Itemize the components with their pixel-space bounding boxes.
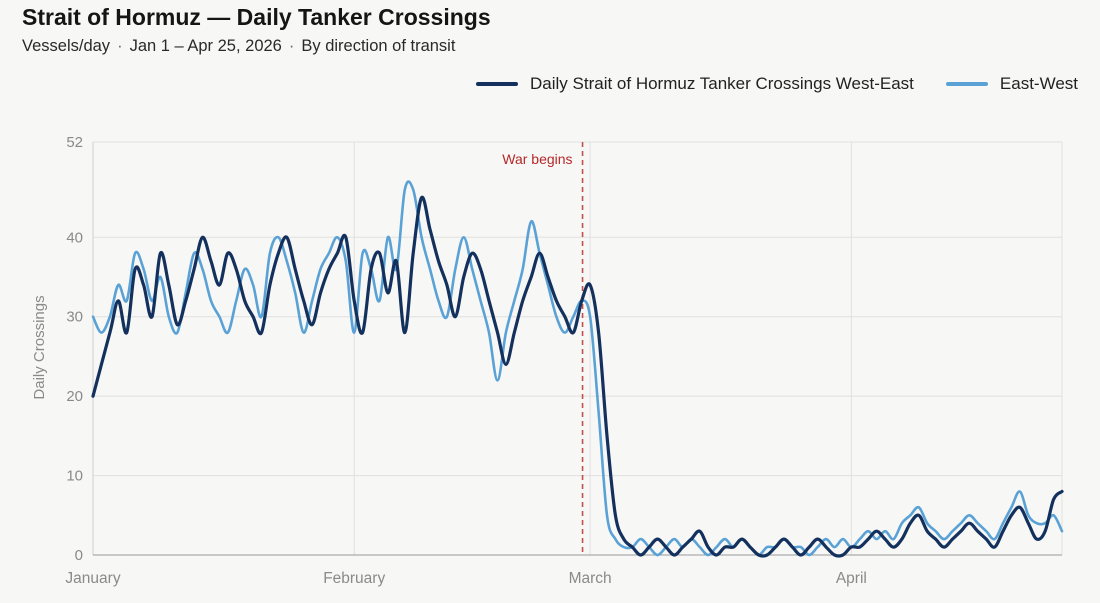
subtitle-date-range: Jan 1 – Apr 25, 2026 (129, 37, 282, 55)
x-tick-label: February (323, 570, 385, 587)
y-tick-label: 30 (66, 309, 83, 326)
gridlines (92, 141, 1063, 556)
y-tick-label: 52 (66, 134, 83, 151)
series-line-east-west (91, 180, 1064, 557)
y-axis-title: Daily Crossings (31, 295, 48, 399)
annotation-label: War begins (502, 151, 572, 167)
subtitle-unit: Vessels/day (22, 37, 111, 55)
legend-item-west-east[interactable]: Daily Strait of Hormuz Tanker Crossings … (476, 74, 914, 94)
legend-swatch-west-east (476, 82, 519, 86)
chart-subtitle: Vessels/day · Jan 1 – Apr 25, 2026 · By dire… (22, 37, 455, 56)
series-lines (91, 180, 1064, 558)
y-tick-label: 20 (66, 388, 83, 405)
y-tick-label: 40 (66, 229, 83, 246)
annotations: War begins (502, 142, 584, 555)
legend-swatch-east-west (945, 82, 988, 86)
subtitle-separator: · (117, 37, 123, 55)
legend-item-east-west[interactable]: East-West (945, 74, 1078, 94)
x-tick-label: April (836, 570, 867, 587)
chart-title: Strait of Hormuz — Daily Tanker Crossing… (22, 4, 491, 30)
subtitle-separator: · (288, 37, 295, 55)
subtitle-note: By direction of transit (301, 37, 456, 55)
axes: 0 10 20 30 40 52 January February March April (65, 134, 1062, 587)
series-line-west-east (91, 195, 1064, 558)
y-tick-label: 0 (75, 547, 83, 564)
chart-legend: Daily Strait of Hormuz Tanker Crossings … (476, 74, 1078, 94)
y-tick-label: 10 (66, 468, 83, 485)
legend-label-east-west: East-West (999, 74, 1078, 93)
x-tick-label: January (65, 570, 120, 587)
legend-label-west-east: Daily Strait of Hormuz Tanker Crossings … (530, 74, 914, 93)
x-tick-label: March (569, 570, 612, 587)
